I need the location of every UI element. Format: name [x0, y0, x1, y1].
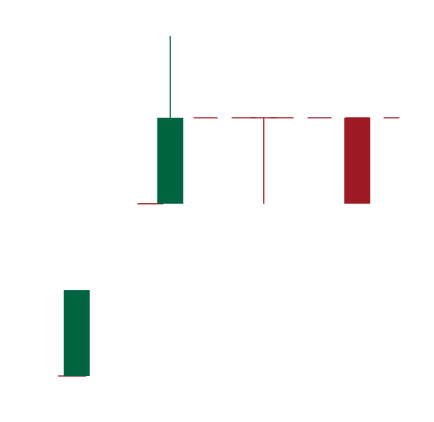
candle-body-1 [157, 117, 184, 204]
candle-body-3 [344, 117, 371, 204]
candle-body-0 [63, 290, 90, 377]
